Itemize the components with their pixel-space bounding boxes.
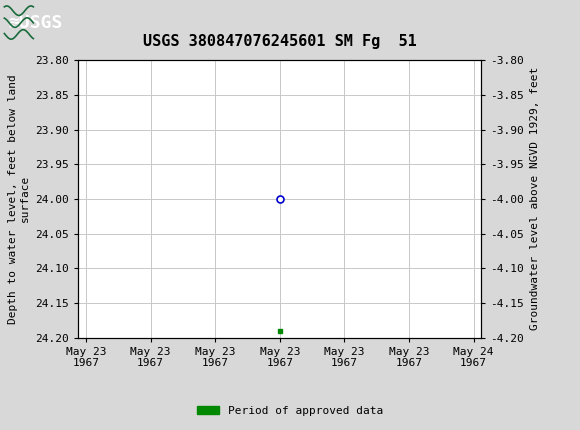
Y-axis label: Groundwater level above NGVD 1929, feet: Groundwater level above NGVD 1929, feet [530,67,540,331]
Y-axis label: Depth to water level, feet below land
surface: Depth to water level, feet below land su… [8,74,30,324]
Text: USGS 380847076245601 SM Fg  51: USGS 380847076245601 SM Fg 51 [143,34,416,49]
Legend: Period of approved data: Period of approved data [193,401,387,420]
Text: ≋USGS: ≋USGS [9,14,63,31]
